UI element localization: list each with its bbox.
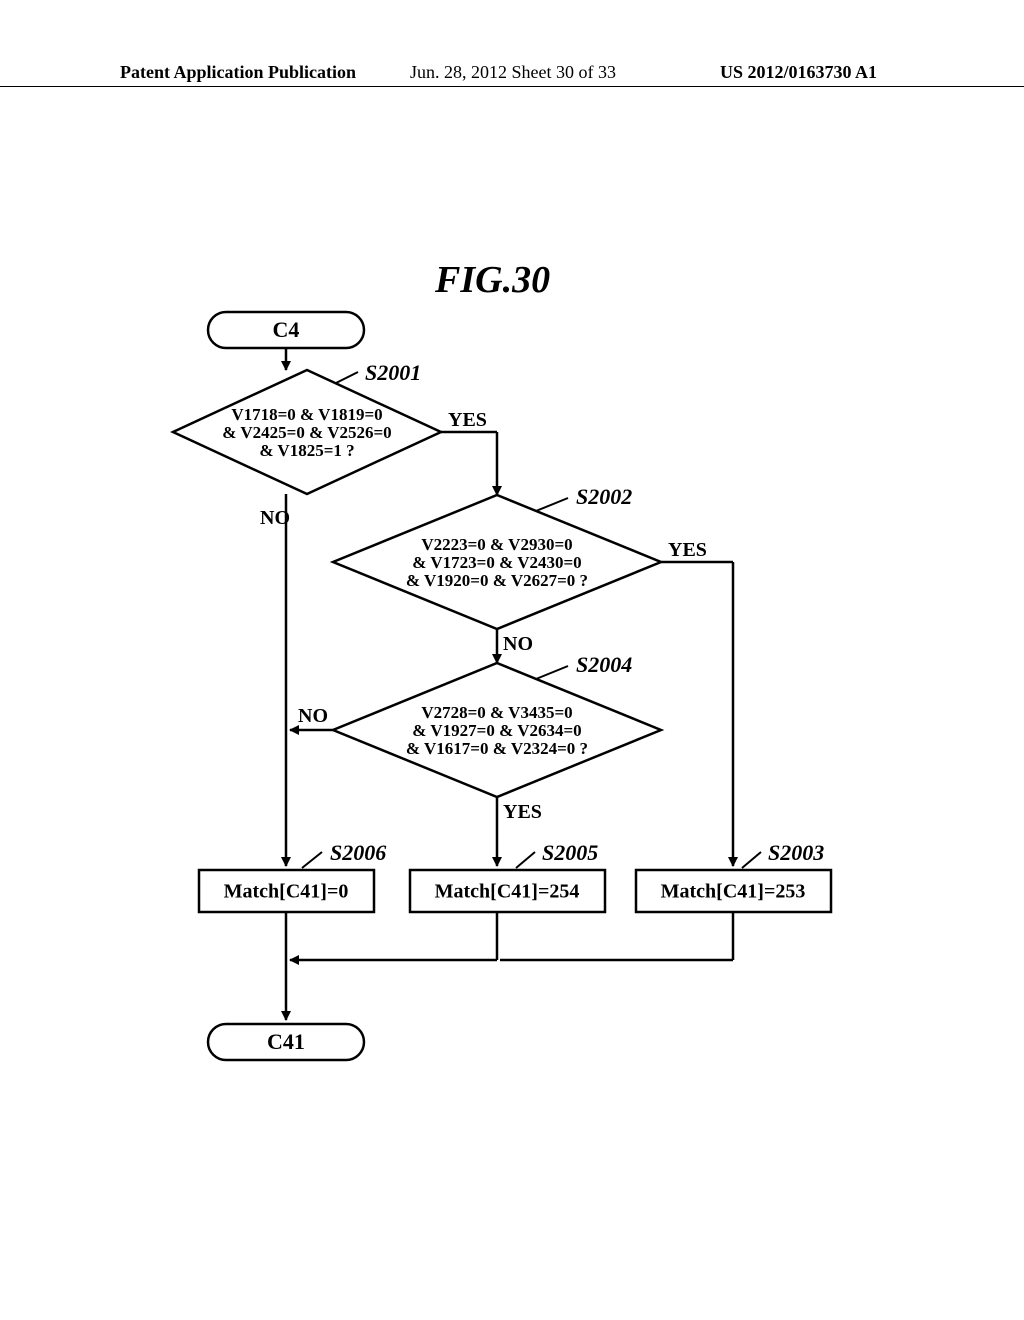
label-tick-s2003: [742, 852, 761, 868]
branch-yes-s2001: YES: [448, 409, 487, 431]
label-tick-s2005: [516, 852, 535, 868]
decision-s2002-line3: & V1920=0 & V2627=0 ?: [406, 571, 588, 590]
branch-yes-s2002: YES: [668, 539, 707, 561]
process-s2003-text: Match[C41]=253: [661, 881, 806, 903]
step-label-s2001: S2001: [365, 360, 421, 385]
decision-s2004-line2: & V1927=0 & V2634=0: [412, 721, 581, 740]
process-s2005: Match[C41]=254: [410, 870, 605, 912]
label-tick-s2002: [536, 498, 568, 511]
decision-s2002: V2223=0 & V2930=0 & V1723=0 & V2430=0 & …: [333, 495, 661, 629]
step-label-s2005: S2005: [542, 840, 598, 865]
decision-s2004-line1: V2728=0 & V3435=0: [421, 703, 572, 722]
decision-s2002-line1: V2223=0 & V2930=0: [421, 535, 572, 554]
label-tick-s2004: [536, 666, 568, 679]
decision-s2002-line2: & V1723=0 & V2430=0: [412, 553, 581, 572]
branch-yes-s2004: YES: [503, 801, 542, 823]
decision-s2001-line3: & V1825=1 ?: [259, 441, 354, 460]
process-s2006: Match[C41]=0: [199, 870, 374, 912]
decision-s2001: V1718=0 & V1819=0 & V2425=0 & V2526=0 & …: [173, 370, 441, 494]
flowchart: C4 V1718=0 & V1819=0 & V2425=0 & V2526=0…: [0, 0, 1024, 1320]
label-tick-s2001: [336, 372, 358, 383]
decision-s2001-line1: V1718=0 & V1819=0: [231, 405, 382, 424]
decision-s2004-line3: & V1617=0 & V2324=0 ?: [406, 739, 588, 758]
step-label-s2002: S2002: [576, 484, 632, 509]
terminator-start-label: C4: [273, 317, 300, 342]
decision-s2004: V2728=0 & V3435=0 & V1927=0 & V2634=0 & …: [333, 663, 661, 797]
process-s2006-text: Match[C41]=0: [224, 881, 349, 903]
step-label-s2003: S2003: [768, 840, 824, 865]
decision-s2001-line2: & V2425=0 & V2526=0: [222, 423, 391, 442]
terminator-end: C41: [208, 1024, 364, 1060]
branch-no-s2002: NO: [503, 633, 533, 655]
terminator-end-label: C41: [267, 1029, 305, 1054]
label-tick-s2006: [302, 852, 322, 868]
process-s2005-text: Match[C41]=254: [435, 881, 580, 903]
process-s2003: Match[C41]=253: [636, 870, 831, 912]
terminator-start: C4: [208, 312, 364, 348]
step-label-s2006: S2006: [330, 840, 386, 865]
step-label-s2004: S2004: [576, 652, 632, 677]
branch-no-s2004: NO: [298, 705, 328, 727]
